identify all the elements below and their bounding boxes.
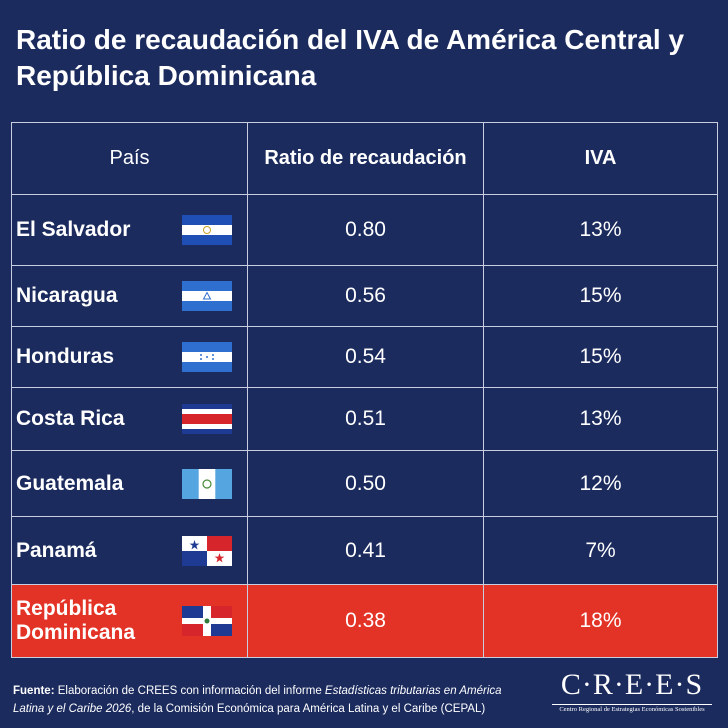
table-header-row: País Ratio de recaudación IVA	[12, 123, 717, 195]
ratio-value: 0.41	[345, 538, 386, 562]
table-row: República Dominicana 0.38 18%	[12, 585, 717, 657]
iva-cell: 15%	[484, 327, 717, 387]
iva-cell: 13%	[484, 388, 717, 450]
iva-cell: 7%	[484, 517, 717, 584]
iva-value: 7%	[585, 538, 616, 562]
ratio-cell: 0.50	[248, 451, 484, 516]
iva-value: 12%	[579, 471, 622, 495]
logo-rule	[552, 704, 712, 705]
country-cell: República Dominicana	[12, 585, 248, 657]
source-footnote: Fuente: Elaboración de CREES con informa…	[13, 682, 533, 718]
logo-wordmark: C·R·E·E·S	[560, 668, 704, 701]
country-cell: Guatemala	[12, 451, 248, 516]
ratio-cell: 0.56	[248, 266, 484, 326]
header-iva: IVA	[584, 147, 617, 169]
country-name: El Salvador	[16, 218, 131, 241]
footnote-label: Fuente:	[13, 685, 55, 697]
header-ratio: Ratio de recaudación	[264, 147, 467, 169]
iva-value: 15%	[579, 284, 622, 307]
country-name: Costa Rica	[16, 407, 125, 430]
table-row: Panamá 0.41 7%	[12, 517, 717, 585]
country-cell: Honduras	[12, 327, 248, 387]
guatemala-flag-icon	[182, 468, 232, 499]
country-cell: Nicaragua	[12, 266, 248, 326]
country-name: República Dominicana	[16, 597, 136, 644]
ratio-cell: 0.54	[248, 327, 484, 387]
table-row: Guatemala 0.50 12%	[12, 451, 717, 517]
iva-cell: 18%	[484, 585, 717, 657]
iva-value: 13%	[579, 407, 622, 430]
ratio-cell: 0.80	[248, 195, 484, 265]
country-cell: El Salvador	[12, 195, 248, 265]
iva-cell: 13%	[484, 195, 717, 265]
header-cell-country: País	[12, 123, 248, 194]
ratio-value: 0.50	[345, 471, 386, 495]
chart-title: Ratio de recaudación del IVA de América …	[16, 24, 685, 91]
iva-cell: 15%	[484, 266, 717, 326]
country-name: Nicaragua	[16, 284, 118, 307]
data-table: País Ratio de recaudación IVA El Salvado…	[11, 122, 718, 658]
honduras-flag-icon	[182, 342, 232, 372]
header-cell-iva: IVA	[484, 123, 717, 194]
ratio-value: 0.54	[345, 345, 386, 368]
header-pais: País	[109, 147, 150, 169]
iva-value: 15%	[579, 345, 622, 368]
table-row: Costa Rica 0.51 13%	[12, 388, 717, 451]
iva-value: 13%	[579, 218, 622, 241]
dominican-republic-flag-icon	[182, 606, 232, 636]
footnote-source-title: Estadísticas tributarias en América Lati…	[13, 685, 502, 715]
iva-cell: 12%	[484, 451, 717, 516]
ratio-value: 0.38	[345, 609, 386, 632]
logo-subtitle: Centro Regional de Estrategias Económica…	[559, 706, 705, 713]
el-salvador-flag-icon	[182, 215, 232, 245]
crees-logo: C·R·E·E·S Centro Regional de Estrategias…	[548, 668, 716, 718]
ratio-value: 0.80	[345, 218, 386, 241]
ratio-cell: 0.41	[248, 517, 484, 584]
table-row: Nicaragua 0.56 15%	[12, 266, 717, 327]
country-name: Guatemala	[16, 471, 124, 495]
header-cell-ratio: Ratio de recaudación	[248, 123, 484, 194]
table-row: El Salvador 0.80 13%	[12, 195, 717, 266]
ratio-value: 0.56	[345, 284, 386, 307]
country-cell: Panamá	[12, 517, 248, 584]
footnote-text-1: Elaboración de CREES con información del…	[54, 685, 325, 697]
ratio-cell: 0.38	[248, 585, 484, 657]
footnote-text-2: , de la Comisión Económica para América …	[131, 703, 486, 715]
iva-value: 18%	[579, 609, 622, 632]
country-name: Honduras	[16, 345, 115, 368]
ratio-cell: 0.51	[248, 388, 484, 450]
country-cell: Costa Rica	[12, 388, 248, 450]
country-name: Panamá	[16, 538, 97, 562]
ratio-value: 0.51	[345, 407, 386, 430]
panama-flag-icon	[182, 535, 232, 566]
costa-rica-flag-icon	[182, 404, 232, 434]
nicaragua-flag-icon	[182, 281, 232, 311]
table-row: Honduras 0.54 15%	[12, 327, 717, 388]
